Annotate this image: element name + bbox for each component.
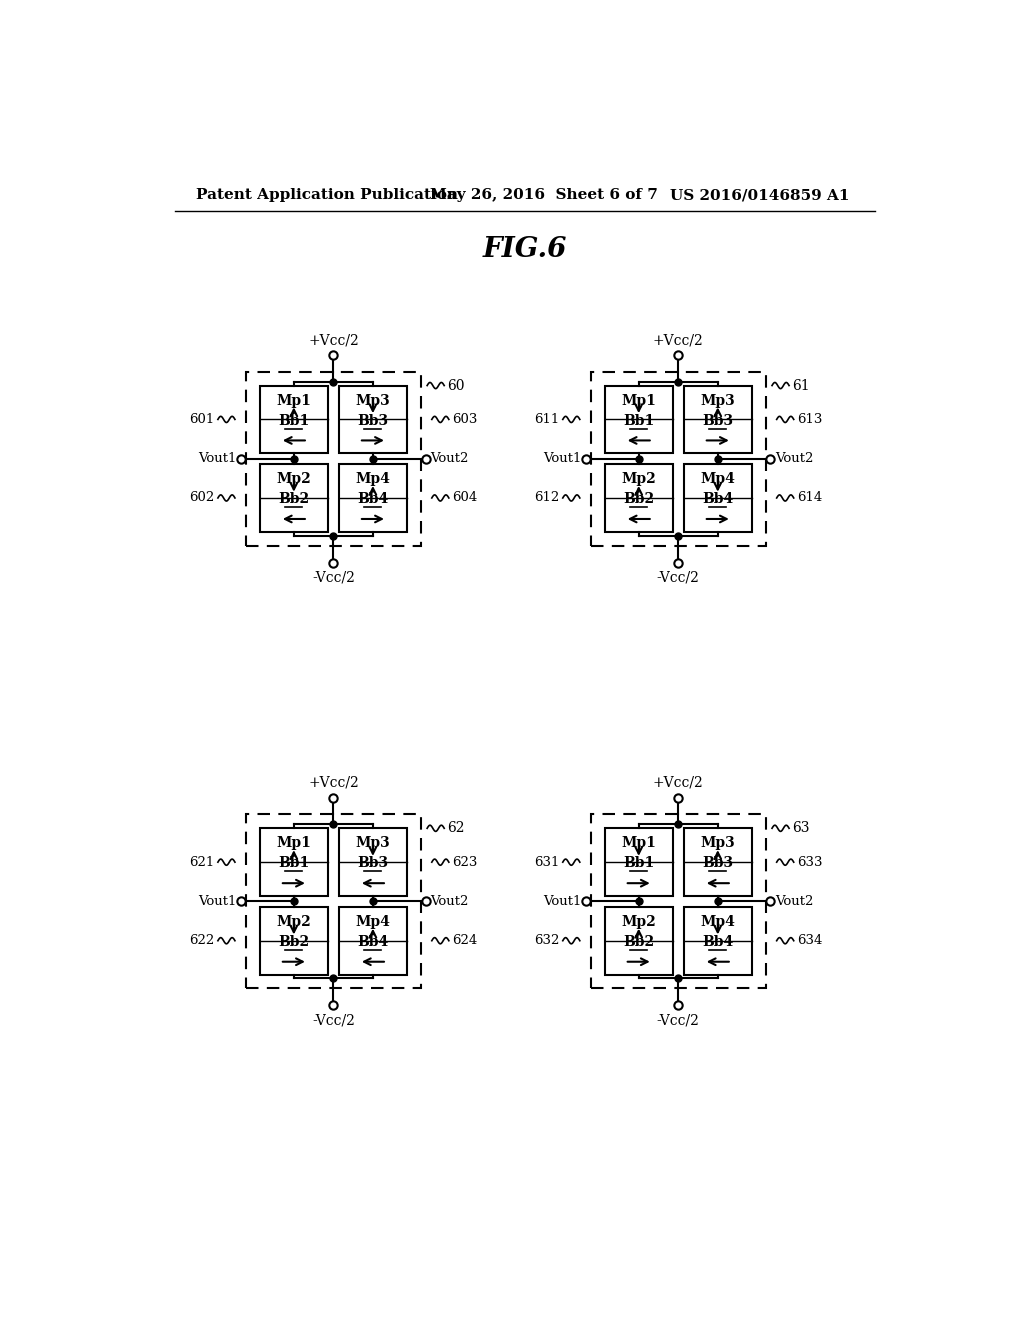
Text: Vout2: Vout2 [775, 453, 813, 465]
Text: US 2016/0146859 A1: US 2016/0146859 A1 [671, 189, 850, 202]
Bar [684, 465, 752, 532]
Text: -Vcc/2: -Vcc/2 [656, 1014, 699, 1027]
Text: Bb4: Bb4 [702, 935, 733, 949]
Text: Bb3: Bb3 [357, 857, 388, 870]
Text: Bb1: Bb1 [623, 857, 654, 870]
Text: -Vcc/2: -Vcc/2 [656, 570, 699, 585]
Text: 60: 60 [447, 379, 465, 392]
Text: Mp1: Mp1 [622, 393, 656, 408]
Text: 602: 602 [189, 491, 215, 504]
Bar [246, 814, 421, 989]
Text: Bb2: Bb2 [624, 492, 654, 506]
Bar [339, 829, 407, 896]
Bar [260, 829, 328, 896]
Bar [604, 829, 673, 896]
Text: Mp2: Mp2 [622, 915, 656, 929]
Text: Vout2: Vout2 [430, 453, 469, 465]
Text: Vout1: Vout1 [543, 895, 582, 908]
Text: Vout2: Vout2 [430, 895, 469, 908]
Text: Bb1: Bb1 [279, 413, 309, 428]
Text: Bb4: Bb4 [357, 492, 388, 506]
Text: Mp3: Mp3 [355, 837, 390, 850]
Bar [591, 372, 766, 545]
Text: 614: 614 [797, 491, 822, 504]
Text: Bb4: Bb4 [357, 935, 388, 949]
Text: +Vcc/2: +Vcc/2 [653, 776, 703, 789]
Bar [604, 385, 673, 453]
Text: 631: 631 [535, 855, 560, 869]
Text: Bb2: Bb2 [279, 935, 309, 949]
Text: Mp4: Mp4 [355, 915, 390, 929]
Text: 612: 612 [535, 491, 560, 504]
Text: Bb4: Bb4 [702, 492, 733, 506]
Text: 611: 611 [535, 413, 560, 426]
Text: 633: 633 [797, 855, 822, 869]
Text: 624: 624 [452, 935, 477, 948]
Text: Patent Application Publication: Patent Application Publication [197, 189, 458, 202]
Text: 634: 634 [797, 935, 822, 948]
Text: 62: 62 [447, 821, 465, 836]
Bar [684, 829, 752, 896]
Bar [339, 907, 407, 974]
Text: Bb2: Bb2 [624, 935, 654, 949]
Text: Mp4: Mp4 [700, 915, 735, 929]
Text: 623: 623 [452, 855, 477, 869]
Text: May 26, 2016  Sheet 6 of 7: May 26, 2016 Sheet 6 of 7 [430, 189, 658, 202]
Text: Bb3: Bb3 [357, 413, 388, 428]
Text: Mp2: Mp2 [622, 473, 656, 486]
Text: 604: 604 [452, 491, 477, 504]
Text: Mp3: Mp3 [355, 393, 390, 408]
Text: Mp3: Mp3 [700, 393, 735, 408]
Bar [684, 907, 752, 974]
Text: Mp3: Mp3 [700, 837, 735, 850]
Text: Bb1: Bb1 [623, 413, 654, 428]
Text: Bb1: Bb1 [279, 857, 309, 870]
Text: Bb3: Bb3 [702, 857, 733, 870]
Text: Bb3: Bb3 [702, 413, 733, 428]
Text: Vout2: Vout2 [775, 895, 813, 908]
Bar [604, 465, 673, 532]
Text: +Vcc/2: +Vcc/2 [308, 333, 358, 347]
Text: 601: 601 [189, 413, 215, 426]
Text: 603: 603 [452, 413, 477, 426]
Bar [339, 465, 407, 532]
Bar [339, 385, 407, 453]
Text: -Vcc/2: -Vcc/2 [312, 570, 354, 585]
Text: 622: 622 [189, 935, 215, 948]
Text: 61: 61 [793, 379, 810, 392]
Bar [260, 465, 328, 532]
Text: Mp4: Mp4 [355, 473, 390, 486]
Bar [260, 385, 328, 453]
Text: +Vcc/2: +Vcc/2 [308, 776, 358, 789]
Text: 613: 613 [797, 413, 822, 426]
Text: Mp1: Mp1 [622, 837, 656, 850]
Bar [604, 907, 673, 974]
Text: Bb2: Bb2 [279, 492, 309, 506]
Text: -Vcc/2: -Vcc/2 [312, 1014, 354, 1027]
Text: Mp1: Mp1 [276, 837, 311, 850]
Text: FIG.6: FIG.6 [482, 236, 567, 263]
Text: Vout1: Vout1 [198, 453, 237, 465]
Text: Mp1: Mp1 [276, 393, 311, 408]
Text: Mp4: Mp4 [700, 473, 735, 486]
Bar [246, 372, 421, 545]
Text: Mp2: Mp2 [276, 473, 311, 486]
Text: 632: 632 [535, 935, 560, 948]
Text: 621: 621 [189, 855, 215, 869]
Text: +Vcc/2: +Vcc/2 [653, 333, 703, 347]
Bar [260, 907, 328, 974]
Bar [684, 385, 752, 453]
Text: Vout1: Vout1 [198, 895, 237, 908]
Text: Vout1: Vout1 [543, 453, 582, 465]
Text: 63: 63 [793, 821, 810, 836]
Bar [591, 814, 766, 989]
Text: Mp2: Mp2 [276, 915, 311, 929]
